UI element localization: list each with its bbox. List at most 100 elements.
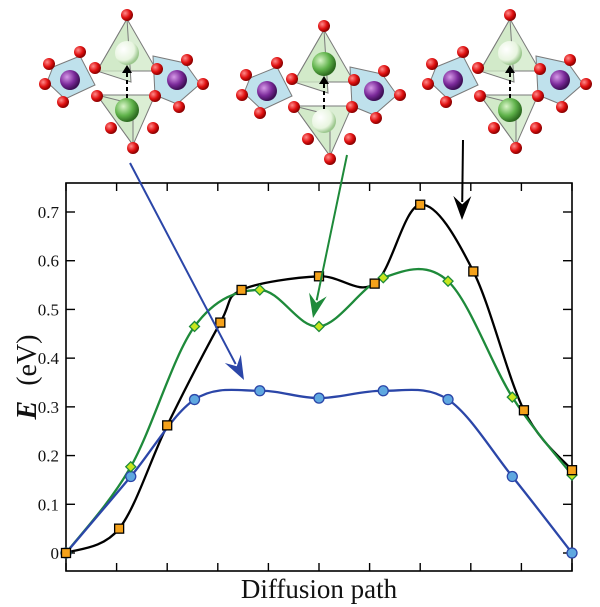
oxygen-atom xyxy=(91,90,103,102)
cation-atom xyxy=(257,81,277,101)
data-point-series-1 xyxy=(236,284,247,296)
plot-frame xyxy=(65,182,573,572)
arrow-structure-2 xyxy=(309,154,348,318)
arrow-shaft xyxy=(315,154,348,301)
data-point-series-3 xyxy=(566,547,578,559)
svg-text:E (eV): E (eV) xyxy=(12,335,43,421)
oxygen-atom xyxy=(74,46,86,58)
oxygen-atom xyxy=(181,54,193,66)
arrow-shaft xyxy=(461,139,464,203)
x-axis-title: Diffusion path xyxy=(241,574,398,604)
arrow-head xyxy=(309,292,327,318)
cation-atom xyxy=(550,70,570,90)
oxygen-atom xyxy=(105,122,117,134)
oxygen-atom xyxy=(532,90,544,102)
y-tick-label: 0.7 xyxy=(38,203,60,222)
data-point-series-3 xyxy=(254,385,266,397)
data-point-series-1 xyxy=(215,317,226,328)
series-line-2 xyxy=(65,267,573,554)
y-tick-label: 0.4 xyxy=(38,349,60,368)
oxygen-atom xyxy=(474,90,486,102)
oxygen-atom xyxy=(240,69,252,81)
oxygen-atom xyxy=(488,122,500,134)
data-point-series-1 xyxy=(468,266,479,277)
cation-atom xyxy=(60,70,80,90)
oxygen-atom xyxy=(394,89,406,101)
oxygen-atom xyxy=(370,112,382,124)
y-tick-label: 0.5 xyxy=(38,300,59,319)
dopant-atom-top xyxy=(498,41,522,65)
y-tick-label: 0.2 xyxy=(38,447,59,466)
oxygen-atom xyxy=(271,57,283,69)
oxygen-atom xyxy=(346,101,358,113)
data-point-series-3 xyxy=(313,392,325,404)
oxygen-atom xyxy=(147,122,159,134)
oxygen-atom xyxy=(43,58,55,70)
structure-intermediate xyxy=(236,20,406,165)
data-point-series-2 xyxy=(124,460,137,473)
oxygen-atom xyxy=(348,74,360,86)
y-axis-symbol: E xyxy=(12,401,43,421)
oxygen-atom xyxy=(149,90,161,102)
cation-atom xyxy=(167,70,187,90)
crystal-structures xyxy=(39,9,592,165)
y-tick-label: 0.1 xyxy=(38,495,59,514)
oxygen-atom xyxy=(504,9,516,21)
oxygen-atom xyxy=(151,63,163,75)
data-point-series-3 xyxy=(442,393,454,406)
data-point-series-2 xyxy=(377,271,390,284)
oxygen-atom xyxy=(236,89,248,101)
oxygen-atom xyxy=(318,20,330,32)
data-point-series-2 xyxy=(253,284,266,296)
oxygen-atom xyxy=(422,78,434,90)
data-point-series-1 xyxy=(60,547,72,559)
oxygen-atom xyxy=(288,101,300,113)
oxygen-atom xyxy=(426,58,438,70)
dopant-atom-bottom xyxy=(115,98,139,122)
oxygen-atom xyxy=(39,78,51,90)
migration-arrowhead xyxy=(319,76,329,84)
structure-initial xyxy=(39,9,209,154)
oxygen-atom xyxy=(378,65,390,77)
oxygen-atom xyxy=(324,153,336,165)
data-point-series-1 xyxy=(369,278,380,289)
series-line-1 xyxy=(65,203,573,555)
oxygen-atom xyxy=(89,62,101,74)
series-line-3 xyxy=(65,388,573,554)
oxygen-atom xyxy=(121,9,133,21)
y-tick-label: 0 xyxy=(51,544,60,563)
oxygen-atom xyxy=(556,101,568,113)
oxygen-atom xyxy=(127,142,139,154)
data-point-series-2 xyxy=(442,275,454,288)
arrow-shaft xyxy=(129,162,237,365)
data-point-series-1 xyxy=(566,465,578,476)
data-point-series-3 xyxy=(188,393,201,406)
axis-ticks: 0 0.1 0.2 0.3 0.4 0.5 0.6 0.7 xyxy=(38,183,573,571)
y-tick-label: 0.3 xyxy=(38,398,59,417)
cation-atom xyxy=(443,70,463,90)
arrow-structure-3 xyxy=(453,139,472,220)
data-point-series-3 xyxy=(125,470,137,483)
oxygen-atom xyxy=(254,107,266,119)
oxygen-atom xyxy=(57,96,69,108)
data-point-series-2 xyxy=(313,320,325,333)
y-axis-unit: (eV) xyxy=(12,335,43,386)
oxygen-atom xyxy=(302,133,314,145)
data-point-series-2 xyxy=(188,320,201,333)
oxygen-atom xyxy=(344,133,356,145)
oxygen-atom xyxy=(580,78,592,90)
data-markers xyxy=(60,199,578,559)
dopant-atom-bottom xyxy=(498,98,522,122)
dopant-atom-top xyxy=(115,41,139,65)
oxygen-atom xyxy=(510,142,522,154)
data-series xyxy=(65,203,573,555)
arrow-structure-1 xyxy=(129,162,244,380)
data-point-series-1 xyxy=(415,199,426,210)
oxygen-atom xyxy=(472,62,484,74)
data-point-series-3 xyxy=(377,385,389,397)
oxygen-atom xyxy=(197,78,209,90)
arrow-head xyxy=(453,195,472,220)
structure-final xyxy=(422,9,592,154)
oxygen-atom xyxy=(534,63,546,75)
